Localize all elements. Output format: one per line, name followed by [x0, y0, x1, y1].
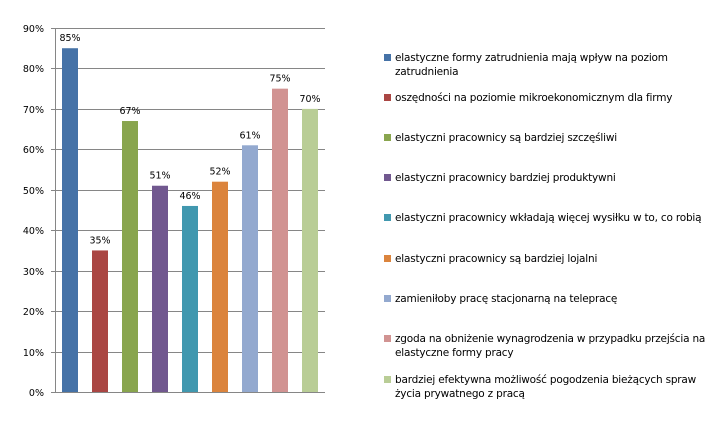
legend-label-line: zatrudnienia: [395, 66, 459, 78]
legend-label: zamieniłoby pracę stacjonarną na telepra…: [395, 292, 720, 306]
legend-label: oszędności na poziomie mikroekonomicznym…: [395, 91, 720, 105]
legend-label-line: elastyczni pracownicy są bardziej szczęś…: [395, 132, 617, 144]
legend-swatch-icon: [384, 54, 391, 61]
y-tick-label: 50%: [23, 186, 44, 197]
legend-item: elastyczne formy zatrudnienia mają wpływ…: [384, 51, 724, 79]
legend-swatch-icon: [384, 134, 391, 141]
legend-label-line: zgoda na obniżenie wynagrodzenia w przyp…: [395, 333, 706, 345]
y-tick-label: 90%: [23, 24, 44, 35]
y-tick-label: 20%: [23, 307, 44, 318]
data-label: 46%: [179, 191, 200, 202]
y-axis-ticks: 0% 10% 20% 30% 40% 50% 60% 70% 80% 90%: [23, 24, 55, 399]
legend-label-line: bardziej efektywna możliwość pogodzenia …: [395, 374, 697, 386]
y-tick-label: 10%: [23, 348, 44, 359]
legend-swatch-icon: [384, 376, 391, 383]
legend-label: elastyczne formy zatrudnienia mają wpływ…: [395, 51, 720, 79]
legend-label: elastyczni pracownicy wkładają więcej wy…: [395, 211, 720, 225]
legend-item: bardziej efektywna możliwość pogodzenia …: [384, 373, 724, 401]
bar: [212, 181, 228, 392]
bar: [62, 48, 78, 392]
legend-label-line: życia prywatnego z pracą: [395, 388, 525, 400]
legend-item: elastyczni pracownicy są bardziej szczęś…: [384, 131, 724, 145]
legend-label-line: oszędności na poziomie mikroekonomicznym…: [395, 92, 673, 104]
legend-label-line: elastyczni pracownicy bardziej produktyw…: [395, 172, 616, 184]
legend-swatch-icon: [384, 295, 391, 302]
data-label: 85%: [59, 33, 80, 44]
legend-swatch-icon: [384, 174, 391, 181]
legend-item: zgoda na obniżenie wynagrodzenia w przyp…: [384, 332, 724, 360]
data-label: 67%: [119, 106, 140, 117]
y-tick-label: 40%: [23, 226, 44, 237]
legend-item: oszędności na poziomie mikroekonomicznym…: [384, 91, 724, 105]
data-label: 52%: [209, 167, 230, 178]
bar: [272, 88, 288, 393]
bars: [62, 48, 318, 393]
legend-label-line: zamieniłoby pracę stacjonarną na telepra…: [395, 293, 618, 305]
bar: [302, 108, 318, 392]
bar: [182, 205, 198, 392]
legend-item: elastyczni pracownicy wkładają więcej wy…: [384, 211, 724, 225]
legend-label: bardziej efektywna możliwość pogodzenia …: [395, 373, 720, 401]
legend-label: elastyczni pracownicy są bardziej szczęś…: [395, 131, 720, 145]
y-tick-label: 30%: [23, 267, 44, 278]
bar: [92, 250, 108, 392]
legend-item: elastyczni pracownicy bardziej produktyw…: [384, 171, 724, 185]
y-tick-label: 70%: [23, 105, 44, 116]
y-tick-label: 80%: [23, 64, 44, 75]
bar: [242, 145, 258, 392]
legend-label: elastyczni pracownicy są bardziej lojaln…: [395, 252, 720, 266]
legend-label-line: elastyczni pracownicy wkładają więcej wy…: [395, 212, 702, 224]
data-labels: 85% 35% 67% 51% 46% 52% 61% 75% 70%: [59, 33, 320, 246]
legend-item: elastyczni pracownicy są bardziej lojaln…: [384, 252, 724, 266]
legend-swatch-icon: [384, 335, 391, 342]
legend-label-line: elastyczne formy zatrudnienia mają wpływ…: [395, 52, 668, 64]
legend-label: elastyczni pracownicy bardziej produktyw…: [395, 171, 720, 185]
legend-swatch-icon: [384, 94, 391, 101]
data-label: 70%: [299, 94, 320, 105]
y-tick-label: 0%: [29, 388, 44, 399]
data-label: 51%: [149, 171, 170, 182]
legend-swatch-icon: [384, 214, 391, 221]
data-label: 75%: [269, 74, 290, 85]
axes: [55, 28, 325, 393]
legend-label-line: elastyczni pracownicy są bardziej lojaln…: [395, 253, 598, 265]
legend-item: zamieniłoby pracę stacjonarną na telepra…: [384, 292, 724, 306]
bar: [122, 121, 138, 393]
legend-label: zgoda na obniżenie wynagrodzenia w przyp…: [395, 332, 720, 360]
data-label: 35%: [89, 235, 110, 246]
legend-swatch-icon: [384, 255, 391, 262]
y-tick-label: 60%: [23, 145, 44, 156]
data-label: 61%: [239, 130, 260, 141]
bar: [152, 185, 168, 392]
legend-label-line: elastyczne formy pracy: [395, 347, 514, 359]
